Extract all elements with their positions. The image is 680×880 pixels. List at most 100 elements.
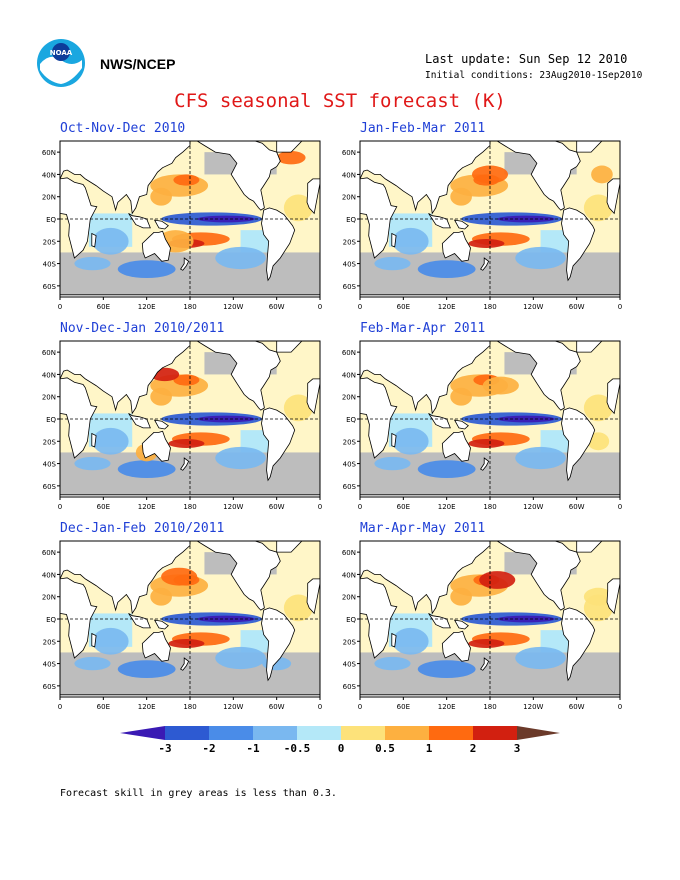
lat-tick-label: 60N: [42, 349, 56, 357]
landmass: [60, 294, 320, 297]
lat-tick-label: 40S: [43, 661, 57, 669]
lon-tick-label: 120W: [523, 703, 543, 711]
lat-tick-label: 40N: [342, 371, 356, 379]
landmass: [91, 232, 97, 248]
lat-tick-label: EQ: [346, 416, 356, 424]
lat-tick-label: 20N: [42, 394, 56, 402]
sst-anomaly-area: [92, 427, 129, 455]
lat-tick-label: 60S: [43, 683, 57, 691]
lon-tick-label: 0: [358, 503, 362, 511]
lat-tick-label: 20S: [343, 438, 357, 446]
lon-tick-label: 60W: [269, 303, 285, 311]
landmass: [576, 341, 603, 353]
lat-tick-label: 20N: [342, 394, 356, 402]
lon-tick-label: 60W: [269, 703, 285, 711]
sst-anomaly-area: [150, 387, 172, 406]
landmass: [360, 341, 491, 415]
landmass: [180, 457, 190, 471]
sst-anomaly-area: [392, 427, 429, 455]
sst-anomaly-area: [392, 227, 429, 255]
sst-anomaly-area: [417, 260, 476, 279]
landmass: [480, 257, 490, 271]
lon-tick-label: 120W: [523, 303, 543, 311]
sst-anomaly-area: [215, 446, 266, 470]
lon-tick-label: 0: [58, 303, 62, 311]
sst-anomaly-area: [276, 151, 306, 165]
lon-tick-label: 120E: [138, 503, 156, 511]
landmass: [576, 541, 603, 553]
lat-tick-label: 60N: [42, 149, 56, 157]
landmass: [606, 378, 620, 415]
sst-anomaly-area: [283, 194, 313, 222]
sst-anomaly-area: [117, 260, 176, 279]
sst-anomaly-area: [283, 594, 313, 622]
sst-anomaly-area: [168, 639, 205, 648]
sst-map-panel: 60N 40N 20N EQ 20S 40S 60S 0 60E 120E 180 120W 60W 0: [42, 140, 322, 311]
lon-tick-label: 60E: [397, 503, 410, 511]
lon-tick-label: 0: [58, 703, 62, 711]
landmass: [60, 577, 98, 659]
landmass: [180, 657, 190, 671]
sst-anomaly-area: [515, 246, 566, 270]
lat-tick-label: 40S: [343, 261, 357, 269]
lat-tick-label: 40N: [42, 371, 56, 379]
landmass: [561, 607, 596, 682]
lat-tick-label: 60N: [42, 549, 56, 557]
lat-tick-label: 20N: [42, 594, 56, 602]
lon-tick-label: 120W: [223, 703, 243, 711]
lat-tick-label: 40N: [342, 571, 356, 579]
lon-tick-label: 0: [318, 503, 322, 511]
lat-tick-label: 20S: [43, 638, 57, 646]
lon-tick-label: 180: [483, 703, 496, 711]
panel-title: Jan-Feb-Mar 2011: [360, 121, 486, 136]
landmass: [153, 619, 169, 630]
lat-tick-label: 20S: [43, 238, 57, 246]
sst-anomaly-area: [240, 630, 270, 653]
lat-tick-label: 40S: [43, 261, 57, 269]
lon-tick-label: 120E: [438, 503, 456, 511]
landmass: [276, 141, 303, 153]
sst-anomaly-area: [583, 587, 613, 606]
landmass: [91, 632, 97, 648]
colorbar-segment: [165, 726, 209, 740]
sst-anomaly-area: [515, 446, 566, 470]
landmass: [261, 207, 296, 282]
landmass: [91, 432, 97, 448]
colorbar-segment: [297, 726, 341, 740]
sst-anomaly-area: [240, 430, 270, 453]
sst-anomaly-area: [74, 656, 111, 671]
lon-tick-label: 0: [358, 303, 362, 311]
org-name: NWS/NCEP: [100, 56, 176, 72]
sst-anomaly-area: [591, 165, 613, 184]
lon-tick-label: 0: [318, 303, 322, 311]
panel-title: Nov-Dec-Jan 2010/2011: [60, 321, 225, 336]
colorbar-high-arrow: [517, 726, 560, 740]
sst-anomaly-area: [374, 456, 411, 471]
lon-tick-label: 60E: [397, 703, 410, 711]
landmass: [360, 577, 398, 659]
landmass: [60, 177, 98, 259]
colorbar-segment: [209, 726, 253, 740]
landmass: [276, 341, 303, 353]
landmass: [441, 630, 471, 662]
lon-tick-label: 120W: [223, 503, 243, 511]
landmass: [276, 541, 303, 553]
sst-anomaly-area: [92, 627, 129, 655]
lat-tick-label: 60S: [343, 283, 357, 291]
lat-tick-label: EQ: [46, 216, 56, 224]
sst-anomaly-area: [471, 165, 509, 184]
initial-conditions: Initial conditions: 23Aug2010-1Sep2010: [425, 70, 643, 81]
lon-tick-label: 0: [618, 703, 622, 711]
lon-tick-label: 0: [318, 703, 322, 711]
colorbar-label: -0.5: [284, 742, 311, 755]
last-update: Last update: Sun Sep 12 2010: [425, 52, 628, 66]
sst-anomaly-area: [374, 256, 411, 271]
colorbar-segment: [341, 726, 385, 740]
lon-tick-label: 180: [183, 503, 196, 511]
lon-tick-label: 60W: [569, 503, 585, 511]
colorbar-label: -2: [202, 742, 215, 755]
lat-tick-label: 60N: [342, 349, 356, 357]
landmass: [360, 294, 620, 297]
colorbar-low-arrow: [120, 726, 165, 740]
sst-anomaly-area: [168, 439, 205, 448]
